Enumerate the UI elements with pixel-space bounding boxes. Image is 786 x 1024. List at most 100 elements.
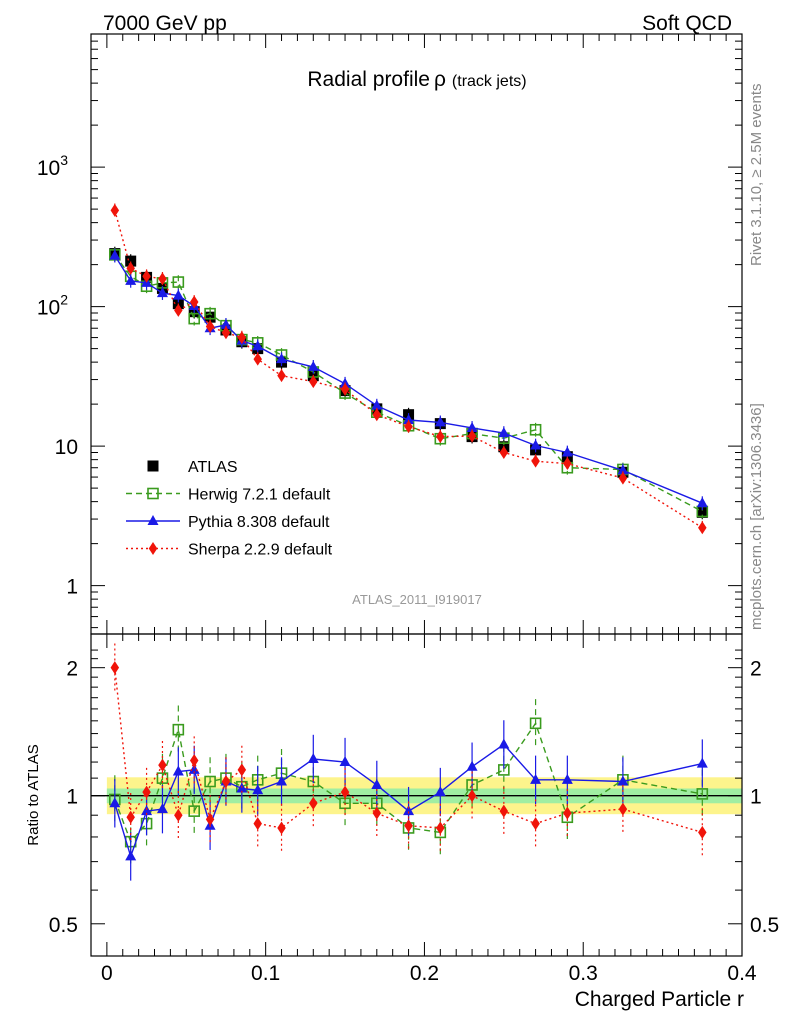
data-point xyxy=(156,287,168,298)
ratio-point xyxy=(307,752,319,763)
analysis-label: ATLAS_2011_I919017 xyxy=(352,592,482,607)
ratio-point xyxy=(499,804,509,818)
ratio-line xyxy=(114,721,703,843)
ratio-frame xyxy=(90,633,743,957)
ratio-point xyxy=(530,773,542,784)
series-line xyxy=(114,210,703,529)
ratio-point xyxy=(189,754,199,768)
header-left-label: 7000 GeV pp xyxy=(103,12,227,35)
data-point xyxy=(466,421,478,432)
ratio-point xyxy=(172,723,185,736)
data-point xyxy=(307,360,319,371)
ratio-point xyxy=(221,775,231,789)
ratio-point xyxy=(276,775,288,786)
data-point xyxy=(531,454,540,468)
legend-label: Sherpa 2.2.9 default xyxy=(188,542,333,559)
data-point xyxy=(371,399,383,410)
main-title: Radial profile ρ (track jets) xyxy=(307,68,526,91)
ratio-point xyxy=(531,817,540,831)
ratio-point xyxy=(188,805,201,817)
ratio-point xyxy=(142,785,151,799)
ratio-point xyxy=(617,775,629,786)
data-point xyxy=(188,312,201,325)
ratio-point xyxy=(205,812,215,826)
ratio-point xyxy=(339,756,351,767)
data-point xyxy=(253,352,262,366)
ratio-y-tick-label-right: 1 xyxy=(750,786,762,809)
ratio-point xyxy=(529,717,542,730)
data-point xyxy=(205,320,215,334)
data-point xyxy=(109,249,121,260)
data-point xyxy=(276,353,288,364)
ratio-y-tick-label: 0.5 xyxy=(49,914,78,937)
y-tick-label: 103 xyxy=(37,152,68,180)
data-point xyxy=(174,303,183,317)
legend-marker xyxy=(147,515,159,525)
data-point xyxy=(172,289,184,300)
data-point xyxy=(158,272,167,286)
ratio-point xyxy=(110,661,120,675)
ratio-point xyxy=(466,760,478,771)
series-2 xyxy=(109,247,709,519)
y-tick-label: 102 xyxy=(37,292,68,320)
legend-label: ATLAS xyxy=(188,459,238,476)
legend-item: Herwig 7.2.1 default xyxy=(126,487,331,504)
ratio-point xyxy=(467,789,477,803)
data-point xyxy=(698,521,707,535)
mcplots-label: mcplots.cern.ch [arXiv:1306.3436] xyxy=(748,403,765,630)
ratio-point xyxy=(696,757,708,768)
ratio-point xyxy=(174,808,183,822)
data-point xyxy=(529,423,542,436)
ratio-plot: 0.5 0.5 1 1 2 2 0 0.1 0.2 0.3 0.4 xyxy=(49,633,779,985)
ratio-y-tick-label: 1 xyxy=(66,786,78,809)
data-point xyxy=(434,416,446,427)
legend-item: ATLAS xyxy=(147,459,238,476)
data-point xyxy=(436,430,445,444)
ratio-point xyxy=(158,758,167,772)
ratio-point xyxy=(109,797,121,808)
legend-label: Pythia 8.308 default xyxy=(188,514,330,531)
ratio-point xyxy=(156,803,168,814)
data-point xyxy=(204,307,216,320)
ratio-point xyxy=(125,850,137,861)
ratio-y-axis-label: Ratio to ATLAS xyxy=(25,744,42,845)
data-point xyxy=(498,427,510,438)
data-point xyxy=(252,340,264,351)
ratio-series-3 xyxy=(110,643,707,857)
ratio-point xyxy=(277,821,286,835)
ratio-point xyxy=(498,738,510,749)
series-1 xyxy=(109,246,708,520)
ratio-point xyxy=(309,796,318,810)
ratio-point xyxy=(172,765,184,776)
data-point xyxy=(142,269,151,283)
data-point xyxy=(617,464,629,475)
data-point xyxy=(696,497,708,508)
ratio-point xyxy=(561,773,573,784)
ratio-line xyxy=(114,743,703,859)
ratio-point xyxy=(141,805,153,816)
header-right-label: Soft QCD xyxy=(642,12,732,35)
ratio-point xyxy=(372,806,382,820)
legend-marker xyxy=(147,487,159,500)
ratio-point xyxy=(403,805,415,816)
x-tick-label: 0.2 xyxy=(410,962,439,985)
data-point xyxy=(172,276,185,288)
ratio-point xyxy=(371,778,383,789)
rivet-version-label: Rivet 3.1.10, ≥ 2.5M events xyxy=(748,84,765,267)
data-point xyxy=(696,506,708,518)
x-tick-label: 0.1 xyxy=(251,962,280,985)
data-point xyxy=(189,295,199,309)
ratio-point xyxy=(340,785,350,799)
series-4 xyxy=(110,203,707,535)
data-point xyxy=(467,429,477,443)
data-point xyxy=(530,439,542,450)
legend-marker xyxy=(148,542,158,555)
data-point xyxy=(110,203,120,217)
ratio-point xyxy=(618,802,628,816)
data-point xyxy=(403,413,415,424)
x-tick-label: 0 xyxy=(101,962,113,985)
data-point xyxy=(372,408,382,422)
x-axis-label: Charged Particle r xyxy=(575,988,744,1011)
ratio-y-tick-label-right: 2 xyxy=(750,658,762,681)
